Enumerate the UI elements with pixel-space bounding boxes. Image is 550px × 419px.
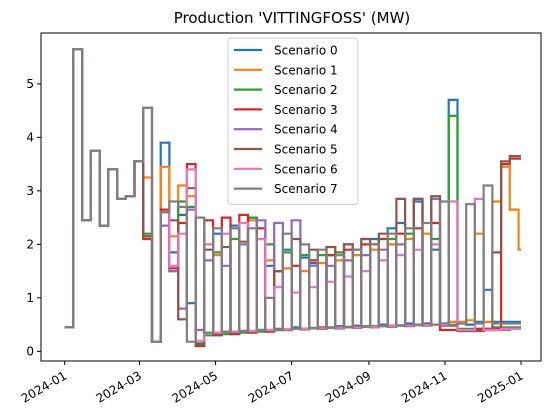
legend-label-0: Scenario 0 — [274, 44, 338, 58]
x-tick-label-1: 2024-03 — [94, 368, 144, 405]
series-line-7 — [64, 48, 521, 343]
legend-label-1: Scenario 1 — [274, 63, 338, 77]
x-tick-label-0: 2024-01 — [19, 368, 69, 405]
legend-label-2: Scenario 2 — [274, 83, 338, 97]
y-tick-label-4: 4 — [26, 130, 34, 144]
y-tick-label-5: 5 — [26, 77, 34, 91]
y-tick-label-3: 3 — [26, 184, 34, 198]
series-layer — [64, 48, 521, 348]
x-tick-label-2: 2024-05 — [170, 368, 220, 405]
x-tick-label-6: 2025-01 — [475, 368, 525, 405]
x-tick-label-3: 2024-07 — [246, 368, 296, 405]
x-tick-label-5: 2024-11 — [399, 368, 449, 405]
chart-title: Production 'VITTINGFOSS' (MW) — [174, 9, 411, 27]
legend: Scenario 0 Scenario 1 Scenario 2 Scenario 3… — [227, 37, 359, 205]
y-tick-label-0: 0 — [26, 344, 34, 358]
legend-label-6: Scenario 6 — [274, 162, 338, 176]
legend-label-7: Scenario 7 — [274, 182, 338, 196]
legend-label-4: Scenario 4 — [274, 123, 338, 137]
y-axis: 0 1 2 3 4 5 — [26, 77, 41, 358]
plot-frame — [40, 32, 542, 362]
legend-label-5: Scenario 5 — [274, 143, 338, 157]
legend-box — [227, 37, 359, 205]
y-tick-label-1: 1 — [26, 291, 34, 305]
x-tick-label-4: 2024-09 — [323, 368, 373, 405]
y-tick-label-2: 2 — [26, 237, 34, 251]
x-axis: 2024-01 2024-03 2024-05 2024-07 2024-09 2024-… — [19, 361, 526, 406]
legend-label-3: Scenario 3 — [274, 103, 338, 117]
